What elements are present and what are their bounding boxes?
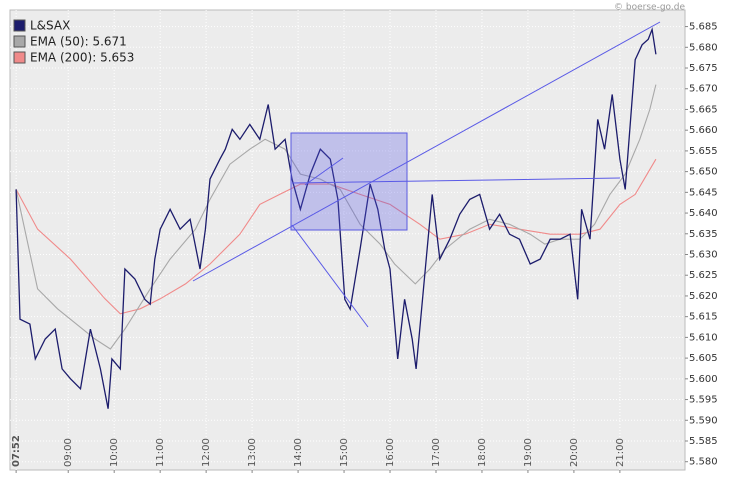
legend-label: EMA (50): 5.671	[30, 35, 127, 49]
x-tick-label: 18:00	[477, 438, 488, 467]
trend-line	[291, 177, 621, 184]
y-tick-label: 5.675	[689, 63, 718, 74]
y-tick-label: 5.590	[689, 415, 718, 426]
y-tick-label: 5.640	[689, 208, 718, 219]
y-tick-label: 5.580	[689, 457, 718, 468]
y-tick-label: 5.670	[689, 84, 718, 95]
y-tick-label: 5.600	[689, 374, 718, 385]
y-tick-label: 5.665	[689, 104, 718, 115]
y-tick-label: 5.660	[689, 125, 718, 136]
x-tick-label: 16:00	[385, 438, 396, 467]
y-tick-label: 5.680	[689, 42, 718, 53]
x-tick-label: 17:00	[431, 438, 442, 467]
drawings	[192, 21, 661, 328]
y-tick-label: 5.605	[689, 353, 718, 364]
trend-line	[192, 21, 661, 282]
y-tick-label: 5.615	[689, 312, 718, 323]
x-tick-label: 07:52	[11, 435, 22, 467]
legend-swatch	[13, 19, 26, 32]
legend: L&SAX EMA (50): 5.671 EMA (200): 5.653	[13, 19, 134, 65]
series-line	[15, 84, 657, 350]
series-line	[15, 27, 657, 409]
x-tick-label: 20:00	[569, 438, 580, 467]
legend-label: L&SAX	[30, 19, 70, 33]
plot-area	[9, 9, 686, 471]
x-tick-label: 19:00	[523, 438, 534, 467]
y-tick-label: 5.595	[689, 395, 718, 406]
y-tick-label: 5.610	[689, 332, 718, 343]
y-tick-label: 5.635	[689, 229, 718, 240]
legend-swatch	[13, 35, 26, 48]
y-tick-label: 5.585	[689, 436, 718, 447]
legend-label: EMA (200): 5.653	[30, 51, 134, 65]
trend-line	[304, 157, 344, 186]
y-tick-label: 5.620	[689, 291, 718, 302]
trend-line	[291, 224, 369, 328]
x-tick-label: 15:00	[339, 438, 350, 467]
y-tick-label: 5.685	[689, 22, 718, 33]
x-tick-label: 12:00	[201, 438, 212, 467]
y-tick-label: 5.645	[689, 187, 718, 198]
y-tick-label: 5.655	[689, 146, 718, 157]
x-tick-label: 09:00	[63, 438, 74, 467]
x-tick-label: 10:00	[109, 438, 120, 467]
series-lines	[15, 27, 657, 409]
axes: 5.580 5.585 5.590 5.595 5.600 5.605 5.610 5.615…	[11, 22, 718, 473]
legend-swatch	[13, 51, 26, 64]
y-tick-label: 5.650	[689, 167, 718, 178]
y-tick-label: 5.630	[689, 250, 718, 261]
x-tick-label: 21:00	[615, 438, 626, 467]
x-tick-label: 11:00	[155, 438, 166, 467]
x-tick-label: 14:00	[293, 438, 304, 467]
x-tick-label: 13:00	[247, 438, 258, 467]
y-tick-label: 5.625	[689, 270, 718, 281]
source: © boerse-go.de	[614, 3, 685, 13]
